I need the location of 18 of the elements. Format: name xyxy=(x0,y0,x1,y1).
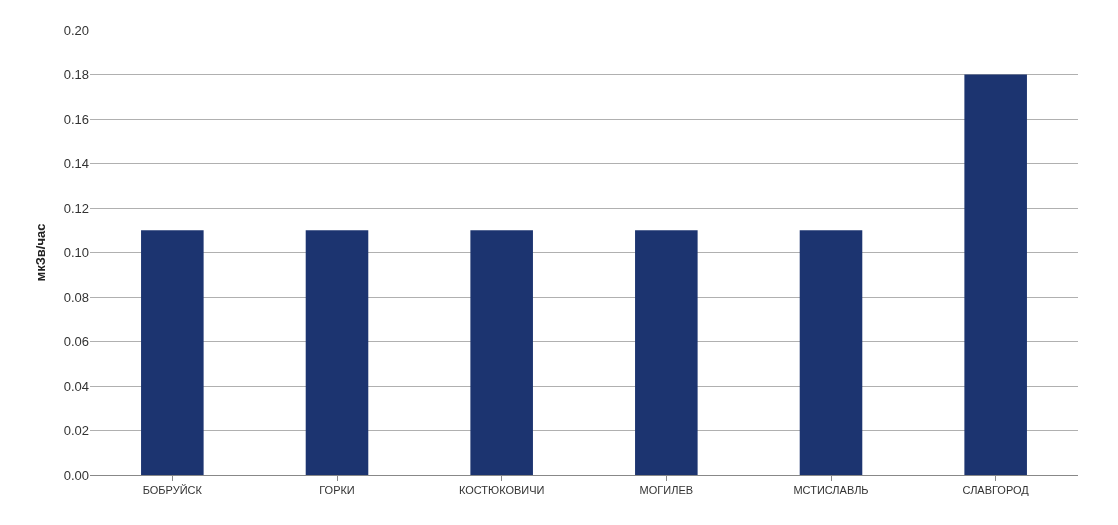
y-tick-label: 0.06 xyxy=(63,334,89,350)
y-tick-label: 0.10 xyxy=(63,245,89,261)
y-tick-label: 0.00 xyxy=(63,467,89,483)
y-tick-label: 0.12 xyxy=(63,200,89,216)
y-axis-title: мкЗв/час xyxy=(32,223,48,282)
x-tick-label: КОСТЮКОВИЧИ xyxy=(458,484,545,497)
y-tick-label: 0.16 xyxy=(63,111,89,127)
y-tick-label: 0.04 xyxy=(63,378,89,394)
x-tick-label: БОБРУЙСК xyxy=(142,484,203,497)
x-tick-label: МОГИЛЕВ xyxy=(639,484,694,497)
y-tick-label: 0.02 xyxy=(63,423,89,439)
x-tick-label: МСТИСЛАВЛЬ xyxy=(793,484,869,497)
y-tick-label: 0.14 xyxy=(63,156,89,172)
x-tick-label: ГОРКИ xyxy=(319,484,355,497)
y-tick-label: 0.08 xyxy=(63,289,89,305)
x-tick-label: СЛАВГОРОД xyxy=(962,484,1030,497)
y-tick-label: 0.20 xyxy=(63,22,89,38)
y-tick-label: 0.18 xyxy=(63,67,89,83)
